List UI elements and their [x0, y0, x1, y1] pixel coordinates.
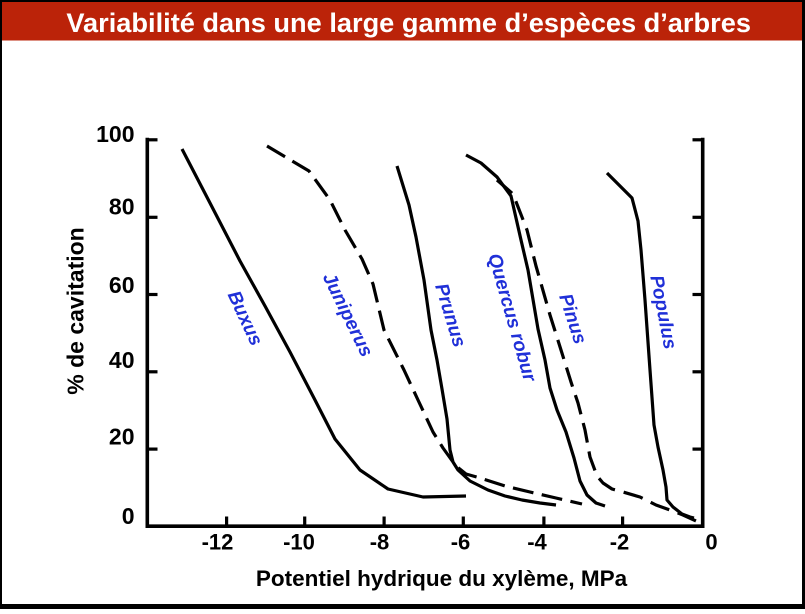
svg-text:80: 80 — [109, 194, 135, 220]
svg-text:-10: -10 — [283, 530, 315, 555]
svg-text:Variabilité dans une large gam: Variabilité dans une large gamme d’espèc… — [66, 7, 751, 38]
svg-text:-6: -6 — [451, 530, 471, 555]
svg-text:% de cavitation: % de cavitation — [62, 227, 88, 394]
svg-text:0: 0 — [122, 503, 135, 529]
svg-text:-4: -4 — [527, 530, 547, 555]
svg-text:100: 100 — [96, 121, 134, 147]
svg-text:-2: -2 — [610, 530, 630, 555]
svg-text:0: 0 — [705, 530, 717, 555]
svg-text:-8: -8 — [370, 530, 390, 555]
svg-text:60: 60 — [109, 272, 135, 298]
svg-text:Potentiel hydrique du xylème,: Potentiel hydrique du xylème, MPa — [256, 566, 628, 591]
svg-text:40: 40 — [109, 347, 135, 373]
svg-text:-12: -12 — [202, 530, 234, 555]
svg-text:20: 20 — [109, 424, 135, 450]
